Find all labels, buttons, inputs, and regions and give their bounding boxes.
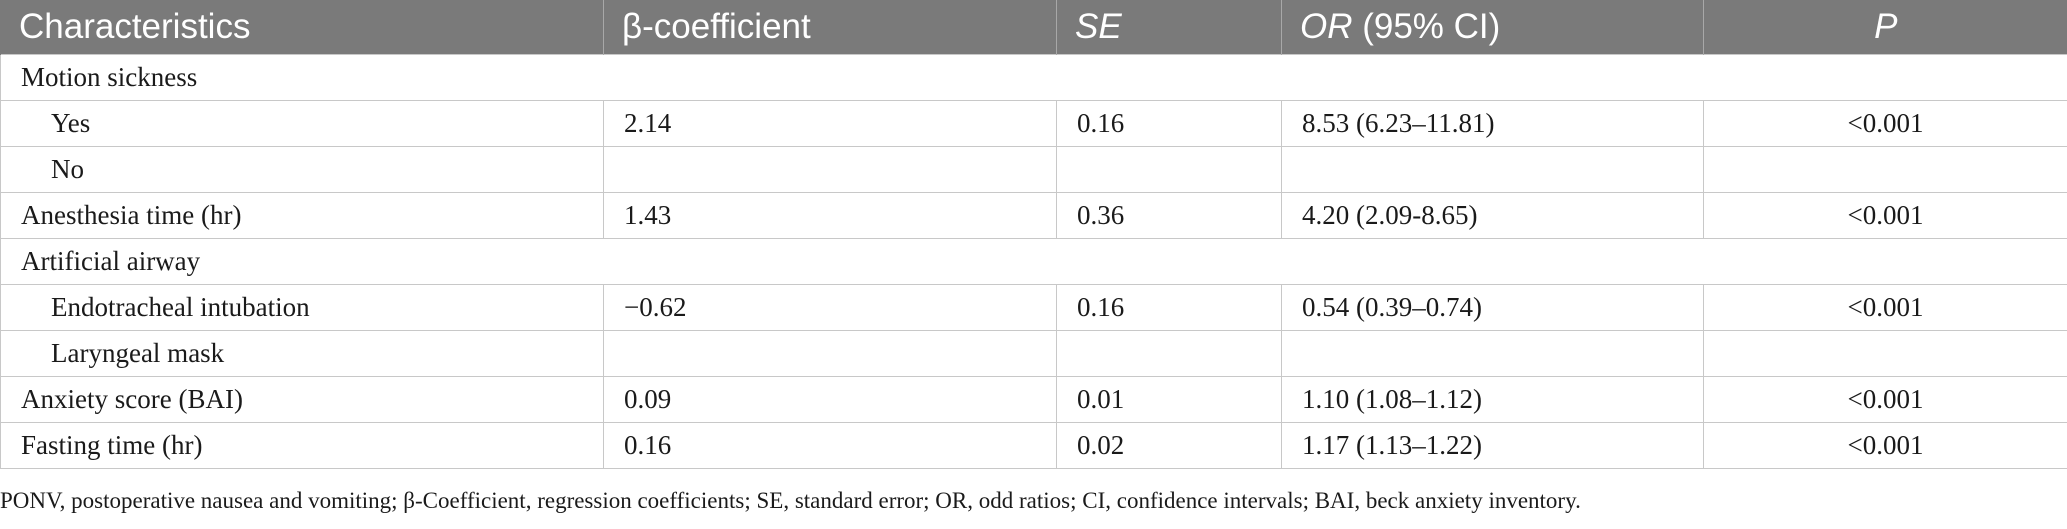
cell-or-ci: 0.54 (0.39–0.74) (1281, 283, 1704, 331)
cell-beta: 0.09 (603, 375, 1057, 423)
row-label: Yes (0, 99, 604, 147)
cell-or-ci: 1.10 (1.08–1.12) (1281, 375, 1704, 423)
cell-or-ci: 8.53 (6.23–11.81) (1281, 99, 1704, 147)
header-se: SE (1056, 0, 1282, 54)
cell-se: 0.02 (1056, 421, 1282, 469)
header-row: Characteristics β-coefficient SE OR (95%… (0, 0, 2067, 54)
cell-p: <0.001 (1703, 421, 2067, 469)
cell-beta (603, 329, 1057, 377)
table-row: Fasting time (hr) 0.16 0.02 1.17 (1.13–1… (0, 421, 2067, 469)
cell-se: 0.36 (1056, 191, 1282, 239)
cell-p: <0.001 (1703, 99, 2067, 147)
table-row: Laryngeal mask (0, 329, 2067, 377)
regression-table: Characteristics β-coefficient SE OR (95%… (0, 0, 2067, 469)
row-label: Laryngeal mask (0, 329, 604, 377)
cell-beta: 1.43 (603, 191, 1057, 239)
cell-se: 0.16 (1056, 99, 1282, 147)
header-p-label: P (1874, 6, 1898, 46)
header-characteristics: Characteristics (0, 0, 604, 54)
row-label: Anxiety score (BAI) (0, 375, 604, 423)
cell-beta: 2.14 (603, 99, 1057, 147)
cell-or-ci (1281, 145, 1704, 193)
table-row-group: Motion sickness (0, 53, 2067, 101)
table-header: Characteristics β-coefficient SE OR (95%… (0, 0, 2067, 54)
header-p: P (1703, 0, 2067, 54)
cell-beta: 0.16 (603, 421, 1057, 469)
row-label: Fasting time (hr) (0, 421, 604, 469)
table-row: Yes 2.14 0.16 8.53 (6.23–11.81) <0.001 (0, 99, 2067, 147)
cell-p (1703, 329, 2067, 377)
cell-or-ci (1281, 329, 1704, 377)
cell-p: <0.001 (1703, 191, 2067, 239)
cell-or-ci: 4.20 (2.09-8.65) (1281, 191, 1704, 239)
table-row: Endotracheal intubation −0.62 0.16 0.54 … (0, 283, 2067, 331)
cell-beta: −0.62 (603, 283, 1057, 331)
cell-or-ci: 1.17 (1.13–1.22) (1281, 421, 1704, 469)
table-body: Motion sickness Yes 2.14 0.16 8.53 (6.23… (0, 53, 2067, 469)
group-label: Artificial airway (0, 237, 2067, 285)
cell-se: 0.01 (1056, 375, 1282, 423)
header-se-label: SE (1075, 6, 1122, 46)
table-row-group: Artificial airway (0, 237, 2067, 285)
row-label: Anesthesia time (hr) (0, 191, 604, 239)
group-label: Motion sickness (0, 53, 2067, 101)
header-or-label: OR (1300, 6, 1353, 46)
cell-p (1703, 145, 2067, 193)
cell-se (1056, 329, 1282, 377)
row-label: Endotracheal intubation (0, 283, 604, 331)
header-or-ci: OR (95% CI) (1281, 0, 1704, 54)
table-footnote: PONV, postoperative nausea and vomiting;… (0, 488, 1581, 513)
row-label: No (0, 145, 604, 193)
table-row: Anesthesia time (hr) 1.43 0.36 4.20 (2.0… (0, 191, 2067, 239)
cell-p: <0.001 (1703, 375, 2067, 423)
table-row: No (0, 145, 2067, 193)
cell-beta (603, 145, 1057, 193)
table-row: Anxiety score (BAI) 0.09 0.01 1.10 (1.08… (0, 375, 2067, 423)
cell-se (1056, 145, 1282, 193)
cell-se: 0.16 (1056, 283, 1282, 331)
cell-p: <0.001 (1703, 283, 2067, 331)
header-ci-label: (95% CI) (1352, 6, 1501, 46)
header-beta-coefficient: β-coefficient (603, 0, 1057, 54)
